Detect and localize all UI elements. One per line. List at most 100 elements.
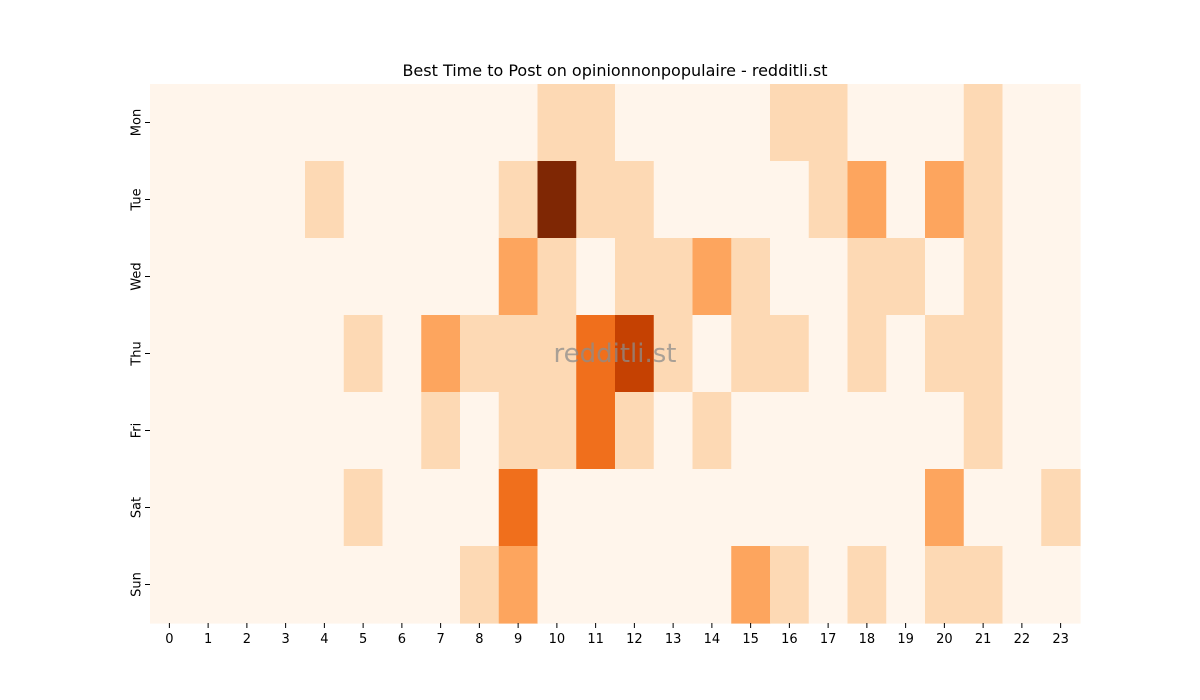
heatmap-cell-mon-15 xyxy=(731,84,771,162)
heatmap-cell-fri-5 xyxy=(343,392,384,470)
heatmap-cell-mon-4 xyxy=(305,84,345,162)
heatmap-cell-tue-5 xyxy=(343,161,384,239)
heatmap-cell-thu-9 xyxy=(498,315,539,393)
heatmap-cell-mon-14 xyxy=(692,84,732,162)
heatmap-cell-wed-1 xyxy=(188,238,229,316)
x-tick-label: 14 xyxy=(704,632,721,647)
heatmap-cell-tue-6 xyxy=(382,161,422,239)
heatmap-cell-tue-0 xyxy=(150,161,190,239)
heatmap-cell-mon-19 xyxy=(886,84,926,162)
heatmap-cell-mon-0 xyxy=(150,84,190,162)
x-tick-label: 15 xyxy=(742,632,759,647)
heatmap-cell-sun-15 xyxy=(731,546,771,624)
heatmap-cell-fri-13 xyxy=(653,392,694,470)
x-tick-label: 19 xyxy=(897,632,914,647)
heatmap-cell-sat-3 xyxy=(266,469,306,547)
x-tick-label: 18 xyxy=(859,632,876,647)
heatmap-cell-thu-15 xyxy=(731,315,771,393)
x-tick-label: 4 xyxy=(320,632,328,647)
heatmap-cell-fri-11 xyxy=(576,392,616,470)
heatmap-cell-tue-18 xyxy=(847,161,887,239)
heatmap-cell-mon-9 xyxy=(498,84,539,162)
heatmap-cell-thu-16 xyxy=(770,315,810,393)
heatmap-cell-tue-3 xyxy=(266,161,306,239)
heatmap-cell-mon-22 xyxy=(1002,84,1042,162)
heatmap-cell-sun-10 xyxy=(537,546,577,624)
heatmap-cell-thu-17 xyxy=(808,315,849,393)
heatmap-cell-wed-16 xyxy=(770,238,810,316)
heatmap-cell-fri-0 xyxy=(150,392,190,470)
y-tick-label: Thu xyxy=(130,341,145,366)
y-tick-label: Sat xyxy=(130,497,145,518)
heatmap-cell-wed-2 xyxy=(227,238,267,316)
heatmap-cell-sat-14 xyxy=(692,469,732,547)
y-axis: Mon Tue Wed Thu Fri Sat Sun xyxy=(130,109,150,597)
heatmap-cell-tue-4 xyxy=(305,161,345,239)
heatmap-cell-mon-12 xyxy=(615,84,655,162)
heatmap-cell-fri-20 xyxy=(925,392,965,470)
x-axis: 0 1 2 3 4 5 6 7 8 9 10 11 12 13 14 15 16 17 18 19 20 21 22 23 xyxy=(165,623,1069,647)
heatmap-cell-tue-19 xyxy=(886,161,926,239)
y-tick-label: Mon xyxy=(130,109,145,136)
heatmap-cell-tue-11 xyxy=(576,161,616,239)
heatmap-cell-sat-1 xyxy=(188,469,229,547)
heatmap-cell-wed-20 xyxy=(925,238,965,316)
heatmap-cell-tue-8 xyxy=(460,161,500,239)
heatmap-cell-wed-12 xyxy=(615,238,655,316)
x-tick-label: 20 xyxy=(936,632,953,647)
heatmap-cell-sun-20 xyxy=(925,546,965,624)
chart-title: Best Time to Post on opinionnonpopulaire… xyxy=(402,61,827,80)
heatmap-cell-fri-15 xyxy=(731,392,771,470)
heatmap-cell-sun-12 xyxy=(615,546,655,624)
heatmap-cell-thu-5 xyxy=(343,315,384,393)
heatmap-cell-mon-17 xyxy=(808,84,849,162)
heatmap-cell-tue-9 xyxy=(498,161,539,239)
heatmap-cell-fri-9 xyxy=(498,392,539,470)
heatmap-cell-thu-18 xyxy=(847,315,887,393)
heatmap-cell-mon-16 xyxy=(770,84,810,162)
heatmap-cell-sun-19 xyxy=(886,546,926,624)
heatmap-cell-thu-23 xyxy=(1041,315,1081,393)
x-tick-label: 11 xyxy=(587,632,604,647)
heatmap-cell-wed-18 xyxy=(847,238,887,316)
heatmap-cell-sat-5 xyxy=(343,469,384,547)
heatmap-cell-thu-19 xyxy=(886,315,926,393)
heatmap-cell-tue-10 xyxy=(537,161,577,239)
heatmap-cell-sun-0 xyxy=(150,546,190,624)
heatmap-cell-wed-15 xyxy=(731,238,771,316)
x-tick-label: 10 xyxy=(549,632,566,647)
heatmap-cell-thu-3 xyxy=(266,315,306,393)
heatmap-cell-sun-2 xyxy=(227,546,267,624)
heatmap-cell-tue-22 xyxy=(1002,161,1042,239)
heatmap-cell-sat-7 xyxy=(421,469,461,547)
heatmap-cell-sun-13 xyxy=(653,546,694,624)
heatmap-cell-thu-21 xyxy=(963,315,1004,393)
heatmap-cell-wed-3 xyxy=(266,238,306,316)
heatmap-cell-sat-18 xyxy=(847,469,887,547)
heatmap-cell-thu-13 xyxy=(653,315,694,393)
heatmap-cell-fri-6 xyxy=(382,392,422,470)
heatmap-cell-fri-23 xyxy=(1041,392,1081,470)
heatmap-cell-wed-10 xyxy=(537,238,577,316)
heatmap-cell-wed-14 xyxy=(692,238,732,316)
heatmap-cell-fri-16 xyxy=(770,392,810,470)
heatmap-cells xyxy=(150,84,1081,624)
heatmap-cell-thu-20 xyxy=(925,315,965,393)
heatmap-cell-wed-0 xyxy=(150,238,190,316)
heatmap-cell-sun-21 xyxy=(963,546,1004,624)
heatmap-cell-wed-13 xyxy=(653,238,694,316)
heatmap-cell-sat-2 xyxy=(227,469,267,547)
x-tick-label: 21 xyxy=(975,632,992,647)
heatmap-cell-sat-4 xyxy=(305,469,345,547)
heatmap-cell-wed-21 xyxy=(963,238,1004,316)
y-tick-label: Tue xyxy=(130,188,145,211)
x-tick-label: 17 xyxy=(820,632,837,647)
heatmap-cell-mon-11 xyxy=(576,84,616,162)
heatmap-cell-thu-12 xyxy=(615,315,655,393)
heatmap-cell-wed-22 xyxy=(1002,238,1042,316)
heatmap-cell-fri-1 xyxy=(188,392,229,470)
y-tick-label: Sun xyxy=(130,572,145,597)
heatmap-cell-mon-6 xyxy=(382,84,422,162)
